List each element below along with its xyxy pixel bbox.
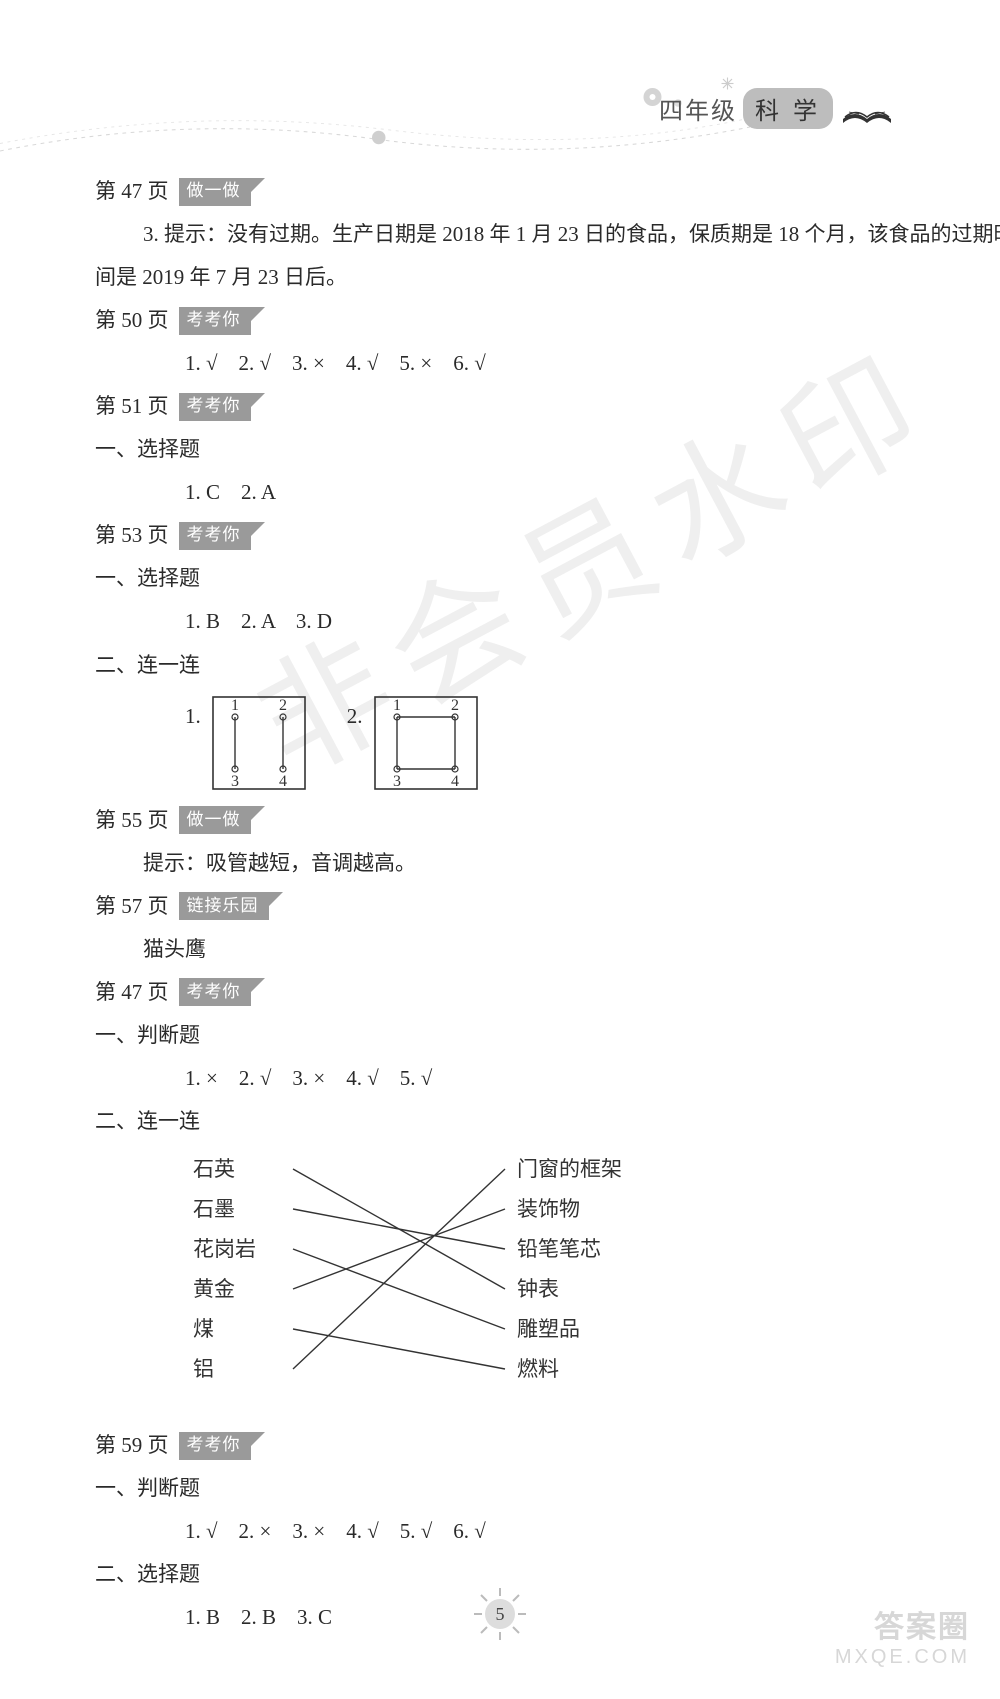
section-header: 第 47 页 做一做 (95, 170, 905, 213)
answers: 1. √ 2. √ 3. × 4. √ 5. × 6. √ (95, 342, 905, 385)
svg-text:石墨: 石墨 (193, 1197, 235, 1221)
svg-text:4: 4 (279, 773, 287, 790)
subheading: 二、连一连 (95, 644, 905, 687)
svg-text:黄金: 黄金 (193, 1277, 235, 1301)
book-icon (839, 89, 895, 129)
subheading: 一、判断题 (95, 1014, 905, 1057)
svg-text:2: 2 (279, 697, 287, 714)
hint-text: 3. 提示：没有过期。生产日期是 2018 年 1 月 23 日的食品，保质期是… (95, 213, 905, 256)
hint-text: 猫头鹰 (95, 928, 905, 971)
grid-item-2: 2. 1 2 3 4 (347, 695, 479, 791)
header-decoration (0, 55, 750, 175)
svg-text:铝: 铝 (193, 1357, 214, 1381)
svg-text:装饰物: 装饰物 (517, 1197, 580, 1221)
page-ref: 第 59 页 (95, 1424, 169, 1467)
answers: 1. C 2. A (95, 471, 905, 514)
grid-diagram: 1 2 3 4 (373, 695, 479, 791)
svg-text:花岗岩: 花岗岩 (193, 1237, 256, 1261)
subheading: 一、选择题 (95, 428, 905, 471)
grid-label: 1. (185, 695, 201, 738)
page-header: 四年级 科 学 (659, 88, 895, 129)
svg-text:3: 3 (393, 773, 401, 790)
section-header: 第 59 页 考考你 (95, 1424, 905, 1467)
section-header: 第 51 页 考考你 (95, 385, 905, 428)
section-header: 第 53 页 考考你 (95, 514, 905, 557)
answers: 1. × 2. √ 3. × 4. √ 5. √ (95, 1057, 905, 1100)
subheading: 一、判断题 (95, 1467, 905, 1510)
subheading: 一、选择题 (95, 557, 905, 600)
page-ref: 第 55 页 (95, 799, 169, 842)
svg-text:1: 1 (231, 697, 239, 714)
hint-text: 间是 2019 年 7 月 23 日后。 (95, 256, 905, 299)
svg-text:2: 2 (451, 697, 459, 714)
badge-kaokaoni: 考考你 (179, 522, 265, 550)
page-ref: 第 47 页 (95, 170, 169, 213)
corner-watermark-bottom: MXQE.COM (835, 1646, 970, 1669)
section-header: 第 55 页 做一做 (95, 799, 905, 842)
answers: 1. B 2. B 3. C (95, 1596, 905, 1639)
badge-lianjie: 链接乐园 (179, 892, 283, 920)
badge-zuoyizuo: 做一做 (179, 178, 265, 206)
svg-text:1: 1 (393, 697, 401, 714)
grid-item-1: 1. 1 2 3 4 (185, 695, 307, 791)
connect-grids: 1. 1 2 3 4 2. 1 2 3 4 (95, 695, 905, 791)
subject-badge: 科 学 (743, 88, 833, 129)
subheading: 二、选择题 (95, 1553, 905, 1596)
badge-kaokaoni: 考考你 (179, 978, 265, 1006)
svg-text:钟表: 钟表 (517, 1277, 559, 1301)
section-header: 第 50 页 考考你 (95, 299, 905, 342)
content-body: 第 47 页 做一做 3. 提示：没有过期。生产日期是 2018 年 1 月 2… (95, 170, 905, 1639)
section-header: 第 47 页 考考你 (95, 971, 905, 1014)
svg-text:雕塑品: 雕塑品 (517, 1317, 580, 1341)
svg-text:4: 4 (451, 773, 459, 790)
matching-diagram: 石英石墨花岗岩黄金煤铝 门窗的框架装饰物铅笔笔芯钟表雕塑品燃料 (185, 1149, 685, 1399)
svg-text:门窗的框架: 门窗的框架 (517, 1157, 622, 1181)
hint-text: 提示：吸管越短，音调越高。 (95, 842, 905, 885)
answers: 1. √ 2. × 3. × 4. √ 5. √ 6. √ (95, 1510, 905, 1553)
badge-kaokaoni: 考考你 (179, 307, 265, 335)
matching-diagram-wrap: 石英石墨花岗岩黄金煤铝 门窗的框架装饰物铅笔笔芯钟表雕塑品燃料 (95, 1149, 905, 1414)
page-ref: 第 51 页 (95, 385, 169, 428)
page-ref: 第 50 页 (95, 299, 169, 342)
grid-diagram: 1 2 3 4 (211, 695, 307, 791)
svg-text:石英: 石英 (193, 1157, 235, 1181)
subheading: 二、连一连 (95, 1100, 905, 1143)
svg-text:燃料: 燃料 (517, 1357, 559, 1381)
badge-zuoyizuo: 做一做 (179, 806, 265, 834)
badge-kaokaoni: 考考你 (179, 1432, 265, 1460)
svg-text:铅笔笔芯: 铅笔笔芯 (517, 1237, 601, 1261)
badge-kaokaoni: 考考你 (179, 393, 265, 421)
svg-text:3: 3 (231, 773, 239, 790)
answers: 1. B 2. A 3. D (95, 600, 905, 643)
svg-text:煤: 煤 (193, 1317, 214, 1341)
page-ref: 第 53 页 (95, 514, 169, 557)
grade-label: 四年级 (659, 91, 737, 126)
page-ref: 第 57 页 (95, 885, 169, 928)
grid-label: 2. (347, 695, 363, 738)
page-ref: 第 47 页 (95, 971, 169, 1014)
section-header: 第 57 页 链接乐园 (95, 885, 905, 928)
